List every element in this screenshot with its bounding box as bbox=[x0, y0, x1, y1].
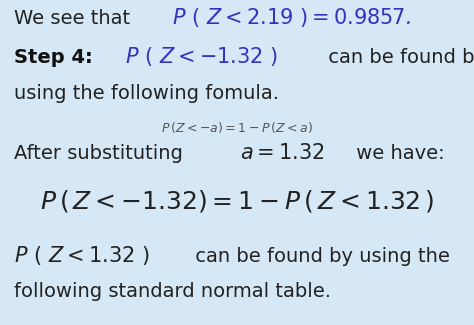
Text: following standard normal table.: following standard normal table. bbox=[14, 282, 331, 301]
Text: can be found by using the: can be found by using the bbox=[190, 247, 450, 266]
Text: $P\ (\ Z < -1.32\ )$: $P\ (\ Z < -1.32\ )$ bbox=[125, 46, 278, 68]
Text: $P\ (\ Z < 1.32\ )$: $P\ (\ Z < 1.32\ )$ bbox=[14, 244, 150, 266]
Text: $a = 1.32$: $a = 1.32$ bbox=[240, 143, 325, 163]
Text: using the following fomula.: using the following fomula. bbox=[14, 84, 279, 103]
Text: We see that: We see that bbox=[14, 9, 137, 28]
Text: After substituting: After substituting bbox=[14, 144, 189, 163]
Text: $P\,(Z < -a) = 1 - P\,(Z < a)$: $P\,(Z < -a) = 1 - P\,(Z < a)$ bbox=[161, 120, 313, 135]
Text: $P\ (\ Z < 2.19\ ) = 0.9857$.: $P\ (\ Z < 2.19\ ) = 0.9857$. bbox=[172, 6, 412, 29]
Text: $P\,(\,Z < -1.32) = 1 - P\,(\,Z < 1.32\,)$: $P\,(\,Z < -1.32) = 1 - P\,(\,Z < 1.32\,… bbox=[40, 188, 434, 214]
Text: we have:: we have: bbox=[349, 144, 444, 163]
Text: Step 4:: Step 4: bbox=[14, 48, 100, 67]
Text: can be found by: can be found by bbox=[322, 48, 474, 67]
